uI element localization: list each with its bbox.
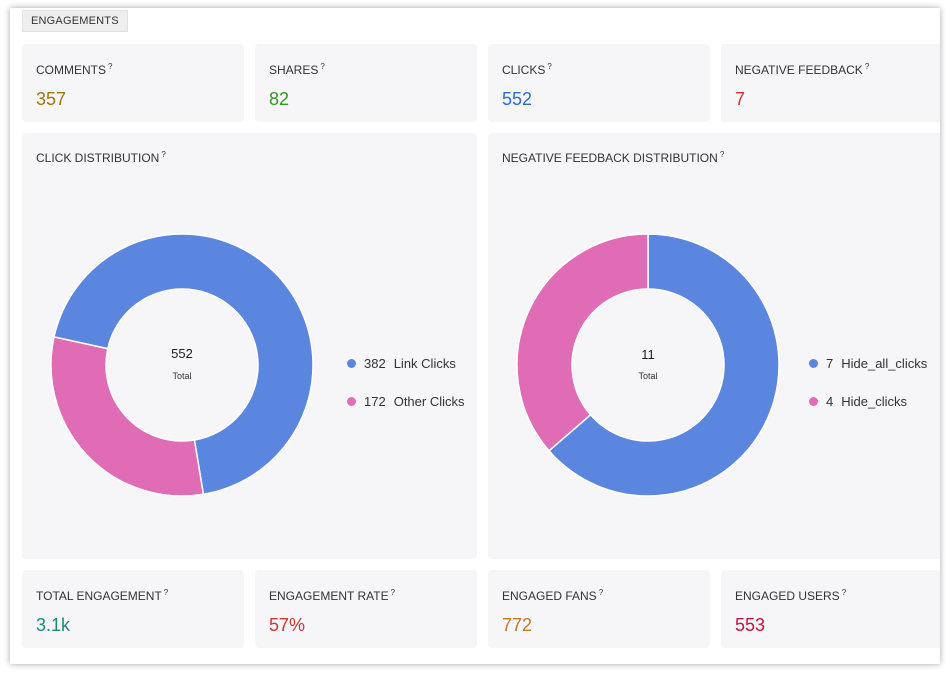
metric-label: CLICKS [502,63,546,77]
click-distribution-donut: 552 Total [50,233,314,497]
metric-value: 357 [36,89,67,109]
metric-label: NEGATIVE FEEDBACK [735,63,863,77]
help-icon[interactable]: ? [864,62,870,71]
donut-slice-hide-clicks[interactable] [516,233,649,452]
legend-dot-icon [347,358,356,368]
legend-label: Hide_clicks [841,393,907,409]
legend-item-link-clicks[interactable]: 382 Link Clicks [347,353,465,373]
help-icon[interactable]: ? [320,62,325,71]
metric-value: 57% [269,615,306,635]
legend-label: Hide_all_clicks [841,355,928,371]
metric-value: 553 [735,615,766,635]
help-icon[interactable]: ? [108,62,113,71]
metric-label: SHARES [269,63,319,77]
legend-item-hide-all-clicks[interactable]: 7 Hide_all_clicks [809,353,927,373]
help-icon[interactable]: ? [163,588,169,597]
metric-card-clicks: CLICKS? 552 [488,44,710,122]
legend-label: Other Clicks [393,393,465,409]
help-icon[interactable]: ? [161,150,166,159]
metric-card-engaged-users: ENGAGED USERS? 553 [721,570,940,648]
donut-slice-other-clicks[interactable] [50,336,205,497]
metric-value: 772 [502,615,533,635]
donut-center-label: Total [638,371,657,381]
donut-slice-link-clicks[interactable] [53,233,314,496]
metric-card-total-engagement: TOTAL ENGAGEMENT? 3.1k [22,570,244,648]
legend-dot-icon [809,358,818,368]
negative-feedback-distribution-card: NEGATIVE FEEDBACK DISTRIBUTION? 11 Total… [488,133,940,559]
negative-feedback-donut: 11 Total [516,233,780,497]
metric-label: ENGAGED FANS [502,589,597,603]
chart-title: CLICK DISTRIBUTION [36,151,160,165]
metric-card-negative-feedback: NEGATIVE FEEDBACK? 7 [721,44,940,122]
donut-slices [516,233,780,497]
donut-slices [50,233,314,497]
metric-label: ENGAGEMENT RATE [269,589,389,603]
metric-label: COMMENTS [36,63,106,77]
metric-card-engagement-rate: ENGAGEMENT RATE? 57% [255,570,477,648]
metric-value: 82 [269,89,290,109]
engagements-panel: ENGAGEMENTS COMMENTS? 357 SHARES? 82 CLI… [10,8,940,664]
metric-value: 7 [735,89,746,109]
donut-center-value: 11 [641,347,655,362]
metric-card-comments: COMMENTS? 357 [22,44,244,122]
legend-count: 172 [364,393,386,409]
section-label: ENGAGEMENTS [22,10,128,32]
legend-count: 7 [826,355,834,371]
metric-label: ENGAGED USERS [735,589,840,603]
help-icon[interactable]: ? [598,588,604,597]
legend-item-hide-clicks[interactable]: 4 Hide_clicks [809,391,927,411]
help-icon[interactable]: ? [719,150,725,159]
legend-item-other-clicks[interactable]: 172 Other Clicks [347,391,465,411]
help-icon[interactable]: ? [390,588,396,597]
metric-card-engaged-fans: ENGAGED FANS? 772 [488,570,710,648]
help-icon[interactable]: ? [547,62,552,71]
chart-legend: 382 Link Clicks 172 Other Clicks [347,353,465,429]
legend-count: 382 [364,355,386,371]
chart-title: NEGATIVE FEEDBACK DISTRIBUTION [502,151,718,165]
help-icon[interactable]: ? [841,588,847,597]
legend-count: 4 [826,393,834,409]
metric-value: 552 [502,89,533,109]
donut-center-label: Total [172,371,191,381]
metric-label: TOTAL ENGAGEMENT [36,589,162,603]
metric-card-shares: SHARES? 82 [255,44,477,122]
donut-center-value: 552 [171,346,193,361]
donut-slice-hide-all-clicks[interactable] [547,233,780,497]
legend-label: Link Clicks [393,355,456,371]
metric-value: 3.1k [36,615,71,635]
chart-legend: 7 Hide_all_clicks 4 Hide_clicks [809,353,927,429]
click-distribution-card: CLICK DISTRIBUTION? 552 Total 382 Link C… [22,133,477,559]
legend-dot-icon [347,396,356,406]
legend-dot-icon [809,396,818,406]
